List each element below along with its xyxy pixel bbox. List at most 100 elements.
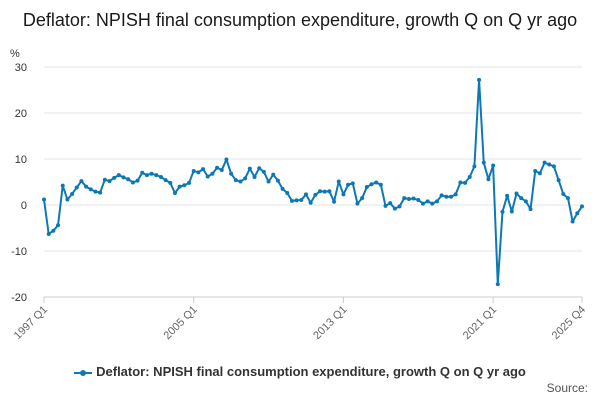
data-point[interactable] <box>205 174 210 179</box>
data-point[interactable] <box>388 201 393 206</box>
data-point[interactable] <box>93 189 98 194</box>
data-point[interactable] <box>556 178 561 183</box>
data-point[interactable] <box>355 201 360 206</box>
data-point[interactable] <box>369 182 374 187</box>
data-point[interactable] <box>252 174 257 179</box>
data-point[interactable] <box>406 197 411 202</box>
data-point[interactable] <box>434 199 439 204</box>
data-point[interactable] <box>299 197 304 202</box>
data-point[interactable] <box>477 77 482 82</box>
data-point[interactable] <box>561 191 566 196</box>
data-point[interactable] <box>42 197 46 202</box>
data-point[interactable] <box>201 167 206 172</box>
data-point[interactable] <box>149 171 154 176</box>
data-point[interactable] <box>397 204 402 209</box>
data-point[interactable] <box>187 180 192 185</box>
data-point[interactable] <box>430 201 435 206</box>
data-point[interactable] <box>467 174 472 179</box>
data-point[interactable] <box>257 166 262 171</box>
data-point[interactable] <box>191 168 196 173</box>
data-point[interactable] <box>210 171 215 176</box>
data-point[interactable] <box>402 196 407 201</box>
data-point[interactable] <box>51 228 56 233</box>
data-point[interactable] <box>271 172 276 177</box>
data-point[interactable] <box>107 179 112 184</box>
data-point[interactable] <box>88 187 93 192</box>
data-point[interactable] <box>163 178 168 183</box>
data-point[interactable] <box>275 178 280 183</box>
data-point[interactable] <box>420 201 425 206</box>
data-point[interactable] <box>439 193 444 198</box>
data-point[interactable] <box>247 166 252 171</box>
data-point[interactable] <box>458 180 463 185</box>
data-point[interactable] <box>289 198 294 203</box>
data-point[interactable] <box>116 173 121 178</box>
data-point[interactable] <box>84 184 89 189</box>
data-point[interactable] <box>79 179 84 184</box>
data-point[interactable] <box>56 223 61 228</box>
data-point[interactable] <box>491 163 496 168</box>
data-point[interactable] <box>144 173 149 178</box>
data-point[interactable] <box>243 176 248 181</box>
data-point[interactable] <box>224 157 229 162</box>
data-point[interactable] <box>350 181 355 186</box>
data-point[interactable] <box>303 192 308 197</box>
data-point[interactable] <box>514 191 519 196</box>
data-point[interactable] <box>46 231 51 236</box>
data-point[interactable] <box>336 179 341 184</box>
data-point[interactable] <box>285 191 290 196</box>
data-point[interactable] <box>102 177 107 182</box>
data-point[interactable] <box>500 209 505 214</box>
data-point[interactable] <box>158 174 163 179</box>
data-point[interactable] <box>463 180 468 185</box>
data-point[interactable] <box>374 180 379 185</box>
data-point[interactable] <box>219 168 224 173</box>
data-point[interactable] <box>486 177 491 182</box>
data-point[interactable] <box>140 170 145 175</box>
data-point[interactable] <box>266 179 271 184</box>
data-point[interactable] <box>444 194 449 199</box>
data-point[interactable] <box>112 175 117 180</box>
data-point[interactable] <box>565 196 570 201</box>
data-point[interactable] <box>392 206 397 211</box>
data-point[interactable] <box>341 192 346 197</box>
data-point[interactable] <box>233 178 238 183</box>
data-point[interactable] <box>154 173 159 178</box>
data-point[interactable] <box>65 197 70 202</box>
data-point[interactable] <box>318 189 323 194</box>
data-point[interactable] <box>523 199 528 204</box>
data-point[interactable] <box>425 199 430 204</box>
data-point[interactable] <box>575 211 580 216</box>
data-point[interactable] <box>580 204 584 209</box>
data-point[interactable] <box>168 180 173 185</box>
data-point[interactable] <box>327 189 332 194</box>
data-point[interactable] <box>360 196 365 201</box>
data-point[interactable] <box>60 183 65 188</box>
data-point[interactable] <box>294 198 299 203</box>
data-point[interactable] <box>533 168 538 173</box>
data-point[interactable] <box>449 194 454 199</box>
data-point[interactable] <box>121 175 126 180</box>
data-point[interactable] <box>364 185 369 190</box>
data-point[interactable] <box>519 196 524 201</box>
data-point[interactable] <box>196 170 201 175</box>
data-point[interactable] <box>505 193 510 198</box>
data-point[interactable] <box>346 182 351 187</box>
data-point[interactable] <box>182 183 187 188</box>
data-point[interactable] <box>495 282 500 287</box>
data-point[interactable] <box>229 171 234 176</box>
data-point[interactable] <box>537 171 542 176</box>
data-point[interactable] <box>313 192 318 197</box>
data-point[interactable] <box>126 177 131 182</box>
data-point[interactable] <box>472 164 477 169</box>
data-point[interactable] <box>261 169 266 174</box>
data-point[interactable] <box>542 160 547 165</box>
data-point[interactable] <box>74 185 79 190</box>
data-point[interactable] <box>383 203 388 208</box>
data-point[interactable] <box>177 184 182 189</box>
data-point[interactable] <box>547 162 552 167</box>
data-point[interactable] <box>411 196 416 201</box>
data-point[interactable] <box>98 190 103 195</box>
data-point[interactable] <box>378 182 383 187</box>
data-point[interactable] <box>322 189 327 194</box>
